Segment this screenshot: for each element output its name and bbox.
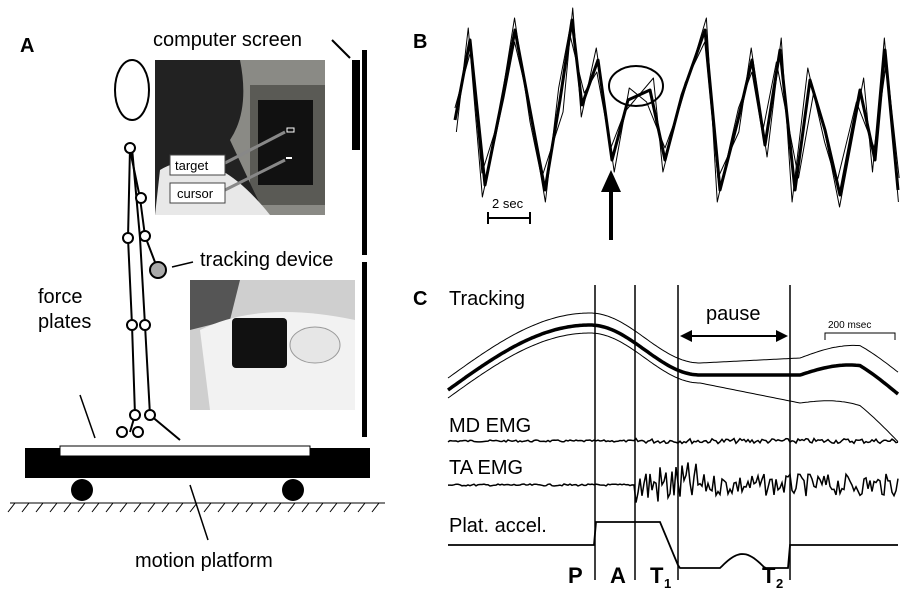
hatch [105, 502, 114, 513]
label: force [38, 286, 82, 308]
scale-label: 200 msec [828, 320, 871, 331]
hatch [91, 502, 100, 513]
hatch [147, 502, 156, 513]
force-plate [59, 445, 311, 457]
hatch [203, 502, 212, 513]
hatch [273, 502, 282, 513]
label: computer screen [153, 29, 302, 51]
phase-lines [594, 285, 791, 580]
bar [362, 50, 367, 255]
panel-letter: C [413, 288, 427, 310]
hatch [329, 502, 338, 513]
hatch [315, 502, 324, 513]
waveform-trace [455, 27, 900, 203]
trace-label: Plat. accel. [449, 515, 547, 537]
phase-label: T [650, 563, 664, 588]
label: cursor [177, 186, 214, 201]
arrow [189, 484, 209, 541]
hatch [161, 502, 170, 513]
hatch [175, 502, 184, 513]
stick-figure [114, 59, 181, 441]
scale-bar [487, 212, 531, 224]
panel-letter: B [413, 31, 427, 53]
tracking-trace [446, 323, 900, 396]
ta-emg-trace [448, 462, 899, 503]
hatch [119, 502, 128, 513]
hatch [21, 502, 30, 513]
hatch [301, 502, 310, 513]
label: motion platform [135, 550, 273, 572]
ground-hatch [7, 502, 380, 513]
hatch [357, 502, 366, 513]
accel-trace [448, 521, 898, 569]
hatch [217, 502, 226, 513]
label: target [175, 158, 209, 173]
trace-label: Tracking [449, 288, 525, 310]
hatch [371, 502, 380, 513]
trace-label: MD EMG [449, 415, 531, 437]
label: plates [38, 311, 91, 333]
arrowhead [601, 170, 621, 192]
hatch [287, 502, 296, 513]
arrow [331, 39, 351, 59]
arrowhead [680, 330, 788, 342]
wheel [71, 479, 93, 501]
device-photo [190, 280, 355, 410]
hatch [133, 502, 142, 513]
arrow [171, 261, 194, 268]
hatch [35, 502, 44, 513]
wheel [282, 479, 304, 501]
waveform-trace [454, 7, 899, 208]
hatch [343, 502, 352, 513]
trace-label: TA EMG [449, 457, 523, 479]
phase-label: A [610, 563, 626, 588]
panel-letter: A [20, 35, 34, 57]
traces [446, 312, 900, 569]
screen-photo [155, 60, 325, 215]
hatch [259, 502, 268, 513]
highlight [608, 65, 664, 107]
phase-label: T [762, 563, 776, 588]
hatch [49, 502, 58, 513]
arrow [79, 394, 96, 439]
scale-bar [824, 332, 896, 340]
scale-label: 2 sec [492, 196, 524, 211]
phase-label: P [568, 563, 583, 588]
label: tracking device [200, 249, 333, 271]
waveform [453, 7, 900, 208]
hatch [245, 502, 254, 513]
hatch [77, 502, 86, 513]
phase-subscript: 2 [776, 576, 783, 589]
target-trace [447, 332, 899, 442]
target-trace [447, 312, 899, 379]
hatch [7, 502, 16, 513]
pause-label: pause [706, 303, 761, 325]
bar [352, 60, 360, 150]
md-emg-trace [447, 437, 899, 445]
hatch [63, 502, 72, 513]
phase-subscript: 1 [664, 576, 671, 589]
bar [362, 262, 367, 437]
hatch [231, 502, 240, 513]
